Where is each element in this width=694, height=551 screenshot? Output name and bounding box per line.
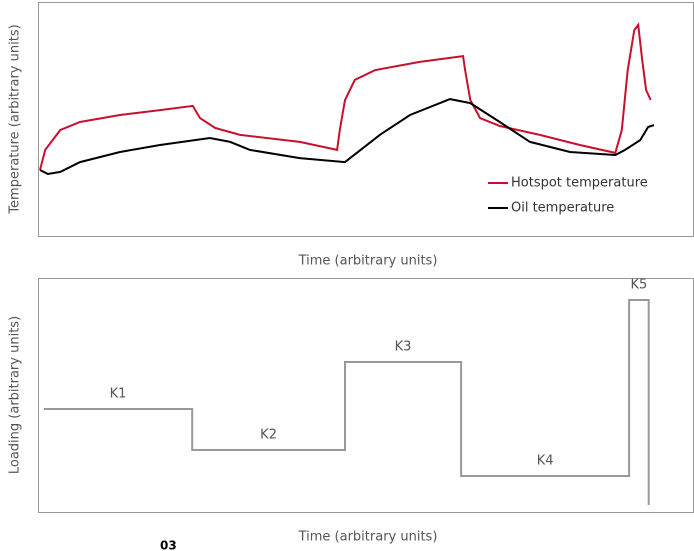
plot-frame <box>38 278 694 513</box>
segment-label: K1 <box>110 387 127 402</box>
segment-label: K5 <box>630 277 647 292</box>
legend-label: Hotspot temperature <box>511 176 648 191</box>
x-axis-label: Time (arbitrary units) <box>298 254 438 269</box>
legend-label: Oil temperature <box>511 201 614 216</box>
segment-label: K4 <box>537 453 554 468</box>
segment-label: K2 <box>260 427 277 442</box>
series-line <box>39 22 652 171</box>
y-axis-label: Loading (arbitrary units) <box>8 316 23 474</box>
y-axis-label: Temperature (arbitrary units) <box>8 24 23 214</box>
loading-line <box>43 299 650 505</box>
figure-number: 03 <box>160 539 177 551</box>
x-axis-label: Time (arbitrary units) <box>298 530 438 545</box>
series-line <box>39 98 655 176</box>
segment-label: K3 <box>395 340 412 355</box>
